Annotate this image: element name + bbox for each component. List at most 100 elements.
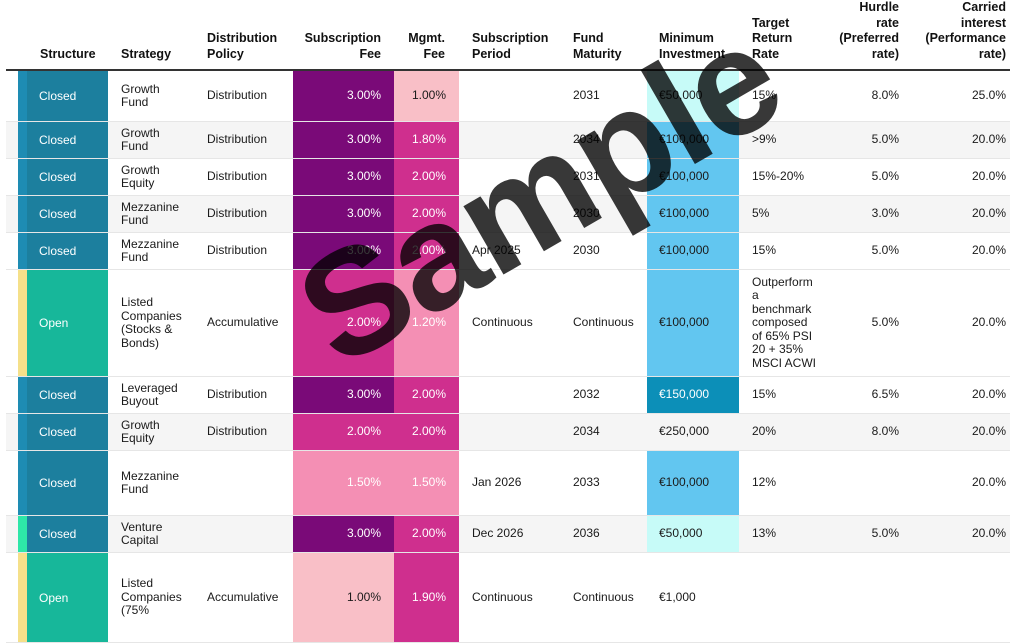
distribution-cell: Accumulative	[207, 589, 279, 604]
structure-cell: Closed	[27, 233, 108, 269]
carried-cell: 20.0%	[971, 526, 1006, 541]
distribution-cell: Distribution	[207, 88, 268, 103]
min-inv-cell: €100,000	[647, 122, 739, 158]
structure-cell: Closed	[27, 71, 108, 121]
distribution-cell: Distribution	[207, 206, 268, 221]
row-status-strip	[18, 159, 27, 195]
min-inv-cell: €100,000	[647, 451, 739, 515]
strategy-cell: Mezzanine Fund	[121, 199, 180, 227]
row-status-strip	[18, 196, 27, 232]
table-row[interactable]: Closed Growth Fund Distribution 3.00% 1.00% 2…	[6, 71, 1010, 122]
maturity-cell: 2033	[573, 475, 600, 490]
sub-fee-cell: 3.00%	[293, 71, 394, 121]
strategy-cell: Growth Fund	[121, 81, 160, 109]
maturity-cell: 2030	[573, 206, 600, 221]
table-row[interactable]: Closed Leveraged Buyout Distribution 3.00% 2…	[6, 377, 1010, 414]
sub-period-cell: Jan 2026	[472, 475, 522, 490]
distribution-cell: Distribution	[207, 169, 268, 184]
sub-period-cell	[472, 377, 572, 413]
table-row[interactable]: Closed Growth Equity Distribution 2.00% 2.00…	[6, 414, 1010, 451]
sub-period-cell: Continuous	[472, 315, 533, 330]
mgmt-fee-cell: 2.00%	[394, 196, 459, 232]
header-mgmt-fee: Mgmt. Fee	[408, 31, 445, 61]
hurdle-cell: 3.0%	[871, 206, 899, 221]
maturity-cell: 2034	[573, 132, 600, 147]
target-cell: 13%	[752, 526, 777, 541]
hurdle-cell: 5.0%	[871, 315, 899, 330]
header-strategy: Strategy	[121, 46, 172, 61]
mgmt-fee-cell: 1.50%	[394, 451, 459, 515]
structure-cell: Closed	[27, 196, 108, 232]
distribution-cell	[207, 451, 293, 515]
min-inv-cell: €150,000	[647, 377, 739, 413]
header-distribution-policy: Distribution Policy	[207, 31, 278, 61]
table-row[interactable]: Closed Mezzanine Fund Distribution 3.00% 2.0…	[6, 196, 1010, 233]
mgmt-fee-cell: 1.00%	[394, 71, 459, 121]
mgmt-fee-cell: 1.90%	[394, 553, 459, 642]
table-row[interactable]: Closed Mezzanine Fund Distribution 3.00% 2.0…	[6, 233, 1010, 270]
strategy-cell: Growth Equity	[121, 162, 160, 190]
sub-fee-cell: 3.00%	[293, 516, 394, 552]
target-cell: 15%	[752, 88, 777, 103]
carried-cell: 20.0%	[971, 206, 1006, 221]
mgmt-fee-cell: 1.20%	[394, 270, 459, 376]
maturity-cell: 2031	[573, 88, 600, 103]
maturity-cell: 2030	[573, 243, 600, 258]
target-cell: 5%	[752, 206, 770, 221]
sub-period-cell	[472, 71, 572, 121]
table-row[interactable]: Closed Growth Fund Distribution 3.00% 1.80% 2…	[6, 122, 1010, 159]
row-status-strip	[18, 451, 27, 515]
sub-fee-cell: 2.00%	[293, 414, 394, 450]
hurdle-cell: 8.0%	[871, 88, 899, 103]
strategy-cell: Mezzanine Fund	[121, 468, 180, 496]
hurdle-cell: 5.0%	[871, 169, 899, 184]
sub-fee-cell: 1.50%	[293, 451, 394, 515]
table-row[interactable]: Closed Venture Capital 3.00% 2.00% Dec 2026 2…	[6, 516, 1010, 553]
table-header: Structure Strategy Distribution Policy S…	[0, 0, 1024, 70]
header-minimum-investment: Minimum Investment	[659, 31, 725, 61]
row-status-strip	[18, 414, 27, 450]
sub-period-cell	[472, 122, 572, 158]
strategy-cell: Growth Equity	[121, 417, 160, 445]
strategy-cell: Mezzanine Fund	[121, 236, 180, 264]
distribution-cell: Distribution	[207, 387, 268, 402]
structure-cell: Open	[27, 270, 108, 376]
hurdle-cell	[806, 451, 899, 515]
table-row[interactable]: Closed Mezzanine Fund 1.50% 1.50% Jan 2026 20…	[6, 451, 1010, 516]
carried-cell	[906, 553, 1010, 642]
target-cell: 15%	[752, 243, 777, 258]
table-row[interactable]: Closed Growth Equity Distribution 3.00% 2.00…	[6, 159, 1010, 196]
header-fund-maturity: Fund Maturity	[573, 31, 622, 61]
sub-fee-cell: 3.00%	[293, 233, 394, 269]
structure-cell: Closed	[27, 451, 108, 515]
strategy-cell: Leveraged Buyout	[121, 380, 178, 408]
structure-cell: Closed	[27, 159, 108, 195]
sub-period-cell: Dec 2026	[472, 526, 524, 541]
table-row[interactable]: Open Listed Companies (Stocks & Bonds) Acc…	[6, 270, 1010, 377]
sub-fee-cell: 3.00%	[293, 377, 394, 413]
strategy-cell: Growth Fund	[121, 125, 160, 153]
header-subscription-fee: Subscription Fee	[304, 31, 381, 61]
distribution-cell: Distribution	[207, 243, 268, 258]
min-inv-cell: €100,000	[647, 270, 739, 376]
row-status-strip	[18, 122, 27, 158]
maturity-cell: Continuous	[573, 315, 634, 330]
min-inv-cell: €100,000	[647, 159, 739, 195]
distribution-cell: Accumulative	[207, 315, 279, 330]
mgmt-fee-cell: 2.00%	[394, 414, 459, 450]
sub-fee-cell: 3.00%	[293, 159, 394, 195]
sub-period-cell	[472, 414, 572, 450]
row-status-strip	[18, 270, 27, 376]
carried-cell: 20.0%	[971, 424, 1006, 439]
sub-period-cell	[472, 196, 572, 232]
row-status-strip	[18, 377, 27, 413]
hurdle-cell: 6.5%	[871, 387, 899, 402]
strategy-cell: Venture Capital	[121, 519, 163, 547]
mgmt-fee-cell: 2.00%	[394, 159, 459, 195]
distribution-cell: Distribution	[207, 132, 268, 147]
sub-fee-cell: 3.00%	[293, 196, 394, 232]
hurdle-cell	[806, 553, 899, 642]
sub-fee-cell: 1.00%	[293, 553, 394, 642]
maturity-cell: 2036	[573, 526, 600, 541]
table-row[interactable]: Open Listed Companies (75% Accumulative 1.0…	[6, 553, 1010, 643]
